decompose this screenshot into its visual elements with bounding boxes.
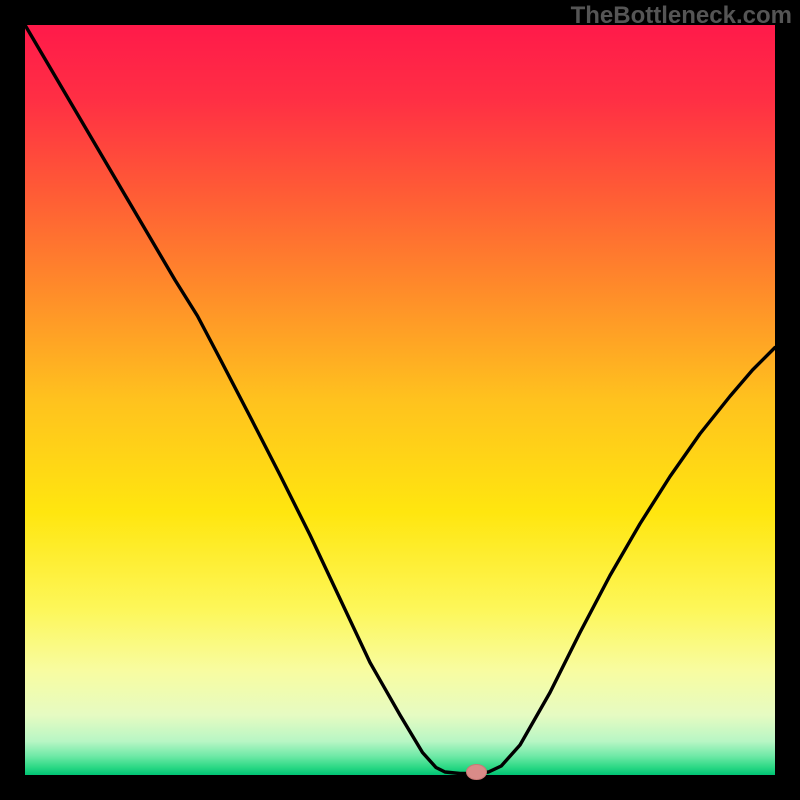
plot-background: [25, 25, 775, 775]
watermark-text: TheBottleneck.com: [571, 2, 792, 30]
chart-frame: TheBottleneck.com: [0, 0, 800, 800]
bottleneck-plot: [0, 0, 800, 800]
optimal-point-marker: [467, 765, 487, 780]
